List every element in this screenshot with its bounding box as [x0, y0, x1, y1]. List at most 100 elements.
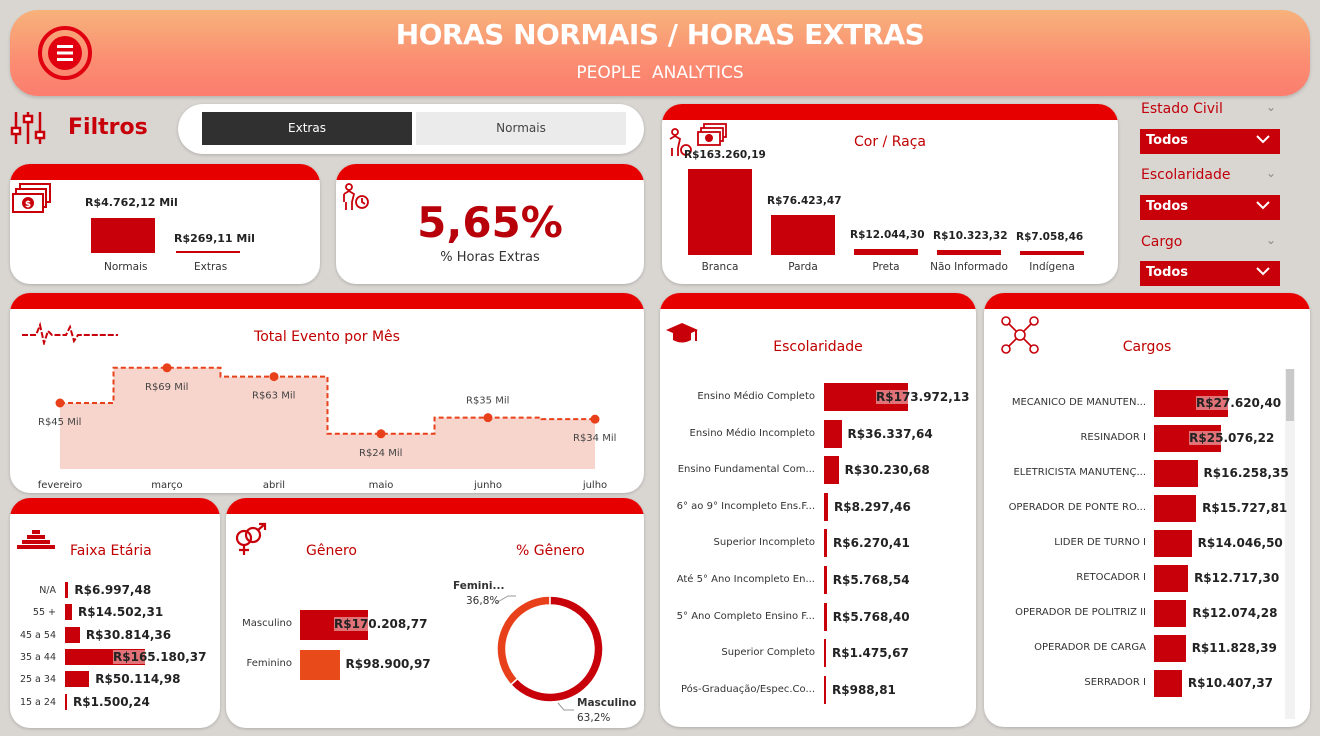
normais-bar: [91, 218, 155, 253]
cargos-bar: [1154, 495, 1197, 522]
cargos-category: ELETRICISTA MANUTENÇ...: [1013, 467, 1146, 478]
slicer-escolaridade[interactable]: Todos: [1140, 195, 1280, 220]
evento-data-label: R$69 Mil: [145, 382, 188, 393]
escolaridade-category: 6° ao 9° Incompleto Ens.F...: [676, 500, 815, 512]
chevron-down-icon[interactable]: ⌄: [1266, 166, 1277, 180]
evento-month-label: julho: [582, 480, 607, 491]
faixa-data-label: R$165.180,37: [113, 649, 207, 664]
person-clock-icon: [343, 183, 369, 210]
faixa-data-label: R$30.814,36: [85, 627, 172, 642]
escolaridade-bar: [824, 529, 828, 558]
evento-month-label: maio: [369, 480, 394, 491]
cargos-data-label: R$12.074,28: [1192, 606, 1278, 620]
extras-label: Extras: [194, 261, 228, 273]
escolaridade-data-label: R$173.972,13: [876, 390, 970, 404]
slicer-estado-civil-label: Estado Civil: [1141, 101, 1223, 117]
escolaridade-data-label: R$5.768,40: [832, 609, 910, 624]
cargos-bar: [1154, 460, 1198, 487]
evento-point: [376, 429, 386, 439]
slicer-estado-civil[interactable]: Todos: [1140, 129, 1280, 154]
cargos-category: RETOCADOR I: [1076, 572, 1146, 583]
faixa-category: 35 a 44: [19, 651, 56, 663]
raca-title: Cor / Raça: [854, 134, 926, 150]
cargos-bar: [1154, 635, 1186, 662]
genero-title: Gênero: [306, 543, 357, 559]
escolaridade-category: Superior Completo: [721, 647, 815, 659]
raca-data-label: R$7.058,46: [1016, 231, 1084, 244]
raca-bar: [1020, 251, 1084, 255]
kpi-label: % Horas Extras: [440, 250, 540, 265]
chevron-down-icon: [1256, 267, 1270, 276]
raca-category: Branca: [701, 261, 739, 273]
graduation-cap-icon: [666, 323, 698, 343]
fem-pct: 36,8%: [466, 595, 500, 607]
cargos-bar: [1154, 565, 1189, 592]
kpi-value: 5,65%: [417, 198, 563, 247]
donut-slice: [496, 595, 551, 686]
cargos-scrollbar[interactable]: [1285, 369, 1295, 719]
evento-data-label: R$34 Mil: [573, 433, 616, 444]
faixa-data-label: R$14.502,31: [78, 605, 164, 620]
chevron-down-icon: [1256, 135, 1270, 144]
svg-text:$: $: [25, 200, 31, 210]
donut-leader-line: [495, 595, 516, 604]
masc-pct: 63,2%: [577, 712, 611, 724]
heartbeat-icon: [22, 321, 118, 345]
toggle-normais-button[interactable]: Normais: [416, 112, 626, 145]
escolaridade-bar: [824, 566, 827, 594]
genero-bar: [300, 610, 368, 640]
escolaridade-category: Ensino Fundamental Com...: [677, 464, 815, 476]
toggle-extras-button[interactable]: Extras: [202, 112, 412, 145]
evento-month-label: fevereiro: [38, 480, 83, 491]
evento-point: [162, 363, 172, 373]
slicer-value: Todos: [1146, 265, 1189, 280]
slicer-value: Todos: [1146, 199, 1189, 214]
cargos-data-label: R$12.717,30: [1194, 571, 1280, 585]
cargos-data-label: R$14.046,50: [1197, 536, 1283, 550]
faixa-bar: [65, 604, 73, 621]
raca-bar: [688, 169, 752, 255]
faixa-data-label: R$50.114,98: [95, 672, 181, 687]
menu-button[interactable]: [38, 26, 92, 80]
evento-point: [483, 413, 493, 423]
escolaridade-bar: [824, 492, 828, 521]
escolaridade-data-label: R$36.337,64: [847, 426, 933, 441]
escolaridade-bar: [824, 602, 827, 631]
cargos-bar: [1154, 530, 1192, 557]
evento-data-label: R$35 Mil: [466, 396, 509, 407]
cargos-category: LIDER DE TURNO I: [1054, 537, 1146, 548]
escolaridade-bar: [824, 639, 826, 668]
cargos-category: MECANICO DE MANUTEN...: [1011, 397, 1146, 408]
raca-category: Preta: [872, 261, 900, 273]
filter-sliders-icon: [10, 112, 46, 144]
escolaridade-category: 5° Ano Completo Ensino F...: [676, 610, 815, 622]
slicer-cargo[interactable]: Todos: [1140, 261, 1280, 286]
evento-data-label: R$45 Mil: [38, 417, 81, 428]
escolaridade-title: Escolaridade: [773, 339, 863, 355]
page-subtitle: PEOPLE ANALYTICS: [576, 63, 744, 83]
raca-category: Não Informado: [930, 261, 1008, 273]
evento-data-label: R$63 Mil: [252, 391, 295, 402]
genero-category: Feminino: [246, 658, 292, 669]
cargos-data-label: R$27.620,40: [1196, 396, 1282, 410]
kpi-card: 5,65% % Horas Extras: [336, 164, 644, 284]
escolaridade-bar: [824, 675, 826, 704]
escolaridade-category: Pós-Graduação/Espec.Co...: [680, 683, 815, 695]
fem-label: Femini...: [453, 580, 505, 592]
cargos-data-label: R$25.076,22: [1189, 431, 1275, 445]
donut-slice: [509, 595, 604, 703]
chevron-down-icon[interactable]: ⌄: [1266, 100, 1277, 114]
raca-category: Parda: [788, 261, 818, 273]
slicer-value: Todos: [1146, 133, 1189, 148]
genero-bar: [300, 650, 340, 680]
escolaridade-category: Ensino Médio Completo: [697, 391, 815, 402]
hours-toggle: Extras Normais: [178, 104, 644, 154]
faixa-category: 55 +: [32, 607, 56, 619]
pct-genero-title: % Gênero: [516, 543, 585, 559]
escolaridade-data-label: R$8.297,46: [834, 499, 911, 514]
chevron-down-icon: [1256, 201, 1270, 210]
gender-symbols-icon: [235, 522, 267, 555]
chevron-down-icon[interactable]: ⌄: [1266, 233, 1277, 247]
escolaridade-data-label: R$30.230,68: [844, 463, 930, 478]
raca-data-label: R$163.260,19: [684, 149, 766, 161]
